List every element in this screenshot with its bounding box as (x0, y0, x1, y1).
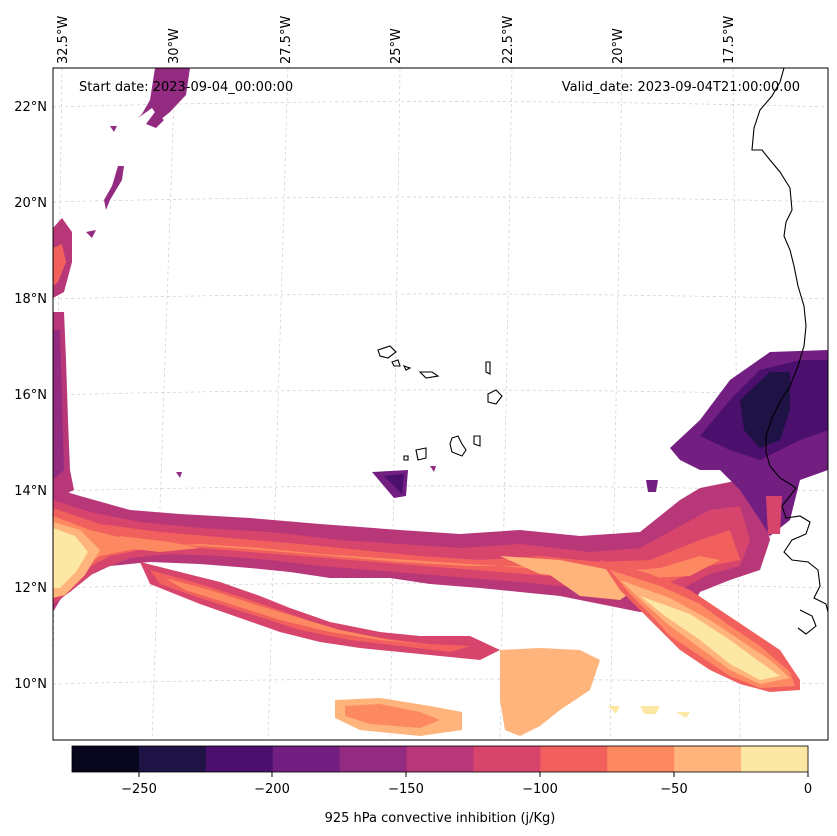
cin-east-tail-core (640, 596, 780, 680)
santo-antao-island (377, 345, 397, 359)
colorbar: −250 −200 −150 −100 −50 0 925 hPa convec… (71, 745, 812, 826)
colorbar-swatches (72, 746, 809, 772)
colorbar-swatch (272, 746, 341, 772)
santa-luzia-island (402, 365, 412, 371)
bijagos-islands (797, 609, 817, 635)
colorbar-tick-label-0: 0 (804, 782, 812, 797)
boa-vista-island (487, 389, 503, 405)
sao-vicente-island (391, 359, 401, 367)
cin-speck (176, 472, 182, 478)
lat-label-18n: 18°N (14, 292, 47, 307)
colorbar-frame (71, 745, 809, 773)
santiago-island (449, 435, 467, 457)
colorbar-tick-label-minus50: −50 (660, 782, 687, 797)
longitude-labels: 32.5°W 30°W 27.5°W 25°W 22.5°W 20°W 17.5… (56, 16, 737, 64)
sao-nicolau-island (418, 371, 440, 379)
cin-west-core-inner (53, 528, 88, 588)
map-content (53, 68, 828, 740)
colorbar-swatch (138, 746, 207, 772)
lon-label-27-5w: 27.5°W (279, 16, 294, 64)
colorbar-tick-label-minus100: −100 (522, 782, 558, 797)
map-frame (52, 67, 829, 741)
colorbar-label: 925 hPa convective inhibition (j/Kg) (325, 811, 556, 826)
valid-date-text: Valid_date: 2023-09-04T21:00:00.00 (562, 80, 800, 95)
cin-contours (53, 68, 828, 736)
cin-east-strong-core (740, 372, 790, 448)
start-date-text: Start date: 2023-09-04_00:00:00 (79, 80, 293, 95)
colorbar-swatch (406, 746, 474, 772)
colorbar-swatch (741, 746, 809, 772)
lat-label-16n: 16°N (14, 388, 47, 403)
colorbar-tick-label-minus150: −150 (388, 782, 424, 797)
colorbar-tick-label-minus250: −250 (121, 782, 157, 797)
africa-coastline (751, 68, 828, 613)
latitude-labels: 22°N 20°N 18°N 16°N 14°N 12°N 10°N (14, 100, 47, 692)
lat-label-12n: 12°N (14, 581, 47, 596)
colorbar-swatch (607, 746, 675, 772)
cin-south-patch (500, 648, 600, 736)
cin-south-patch-west-inner (345, 704, 440, 728)
colorbar-swatch (339, 746, 408, 772)
lat-label-10n: 10°N (14, 677, 47, 692)
colorbar-swatch (205, 746, 274, 772)
cin-streak (120, 536, 200, 552)
cin-east-core (540, 568, 640, 600)
coastlines (377, 68, 828, 635)
cin-speck (640, 706, 660, 714)
lat-label-22n: 22°N (14, 100, 47, 115)
colorbar-swatch (473, 746, 541, 772)
lon-label-30w: 30°W (167, 28, 182, 64)
brava-island (403, 455, 409, 461)
cin-speck (608, 706, 620, 714)
cin-speck (646, 480, 658, 492)
cin-blob (110, 126, 117, 132)
colorbar-swatch (674, 746, 742, 772)
colorbar-tick-label-minus200: −200 (254, 782, 290, 797)
sal-island (485, 361, 491, 375)
cin-blob (86, 230, 96, 238)
colorbar-ticks: −250 −200 −150 −100 −50 0 (121, 772, 812, 797)
cin-southern-belt (140, 562, 500, 660)
cin-triangle-patch-inner (384, 474, 404, 494)
lon-label-32-5w: 32.5°W (56, 16, 71, 64)
fogo-island (415, 447, 427, 461)
lon-label-17-5w: 17.5°W (722, 16, 737, 64)
cin-coast-patch (766, 496, 782, 534)
cin-blob-north (130, 68, 190, 126)
cin-speck (430, 466, 436, 472)
colorbar-swatch (72, 746, 140, 772)
cin-blob (146, 112, 164, 128)
lon-label-22-5w: 22.5°W (501, 16, 516, 64)
lon-label-20w: 20°W (611, 28, 626, 64)
maio-island (473, 435, 481, 447)
colorbar-swatch (540, 746, 608, 772)
cin-speck (676, 712, 690, 718)
cin-west-edge-inner (53, 244, 66, 286)
lat-label-20n: 20°N (14, 196, 47, 211)
cin-blob (104, 166, 124, 210)
lat-label-14n: 14°N (14, 484, 47, 499)
lon-label-25w: 25°W (389, 28, 404, 64)
cin-west-edge-lower-inner (53, 330, 64, 480)
